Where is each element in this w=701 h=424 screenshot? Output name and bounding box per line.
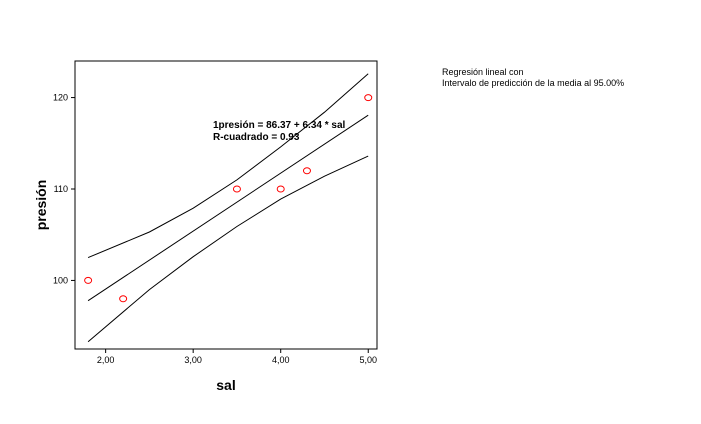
legend: Regresión lineal con Intervalo de predic… bbox=[442, 67, 624, 89]
regression-line bbox=[87, 114, 369, 302]
legend-line-1: Regresión lineal con bbox=[442, 67, 524, 77]
data-point bbox=[84, 276, 93, 284]
equation-label: 1presión = 86.37 + 6.34 * sal bbox=[213, 120, 346, 131]
data-point bbox=[119, 295, 128, 303]
y-tick-label: 110 bbox=[54, 184, 68, 194]
plot-frame bbox=[74, 60, 378, 350]
data-point bbox=[276, 185, 285, 193]
x-tick-label: 4,00 bbox=[272, 355, 290, 365]
y-axis-title: presión bbox=[33, 180, 49, 231]
axis-ticks: 2,00 3,00 4,00 5,00 100 110 120 bbox=[53, 93, 377, 365]
y-tick-label: 100 bbox=[53, 275, 68, 285]
prediction-bands bbox=[87, 73, 369, 343]
lower-band-line bbox=[87, 155, 369, 343]
legend-line-2: Intervalo de predicción de la media al 9… bbox=[442, 78, 625, 88]
x-tick-label: 3,00 bbox=[184, 355, 202, 365]
y-tick-label: 120 bbox=[53, 93, 68, 103]
x-tick-label: 2,00 bbox=[97, 355, 115, 365]
data-points bbox=[84, 94, 373, 303]
data-point bbox=[364, 94, 373, 102]
data-point bbox=[232, 185, 241, 193]
r-squared-label: R-cuadrado = 0.93 bbox=[213, 132, 300, 143]
data-point bbox=[302, 167, 311, 175]
x-tick-label: 5,00 bbox=[359, 355, 377, 365]
upper-band-line bbox=[87, 73, 369, 259]
x-axis-title: sal bbox=[216, 377, 235, 393]
